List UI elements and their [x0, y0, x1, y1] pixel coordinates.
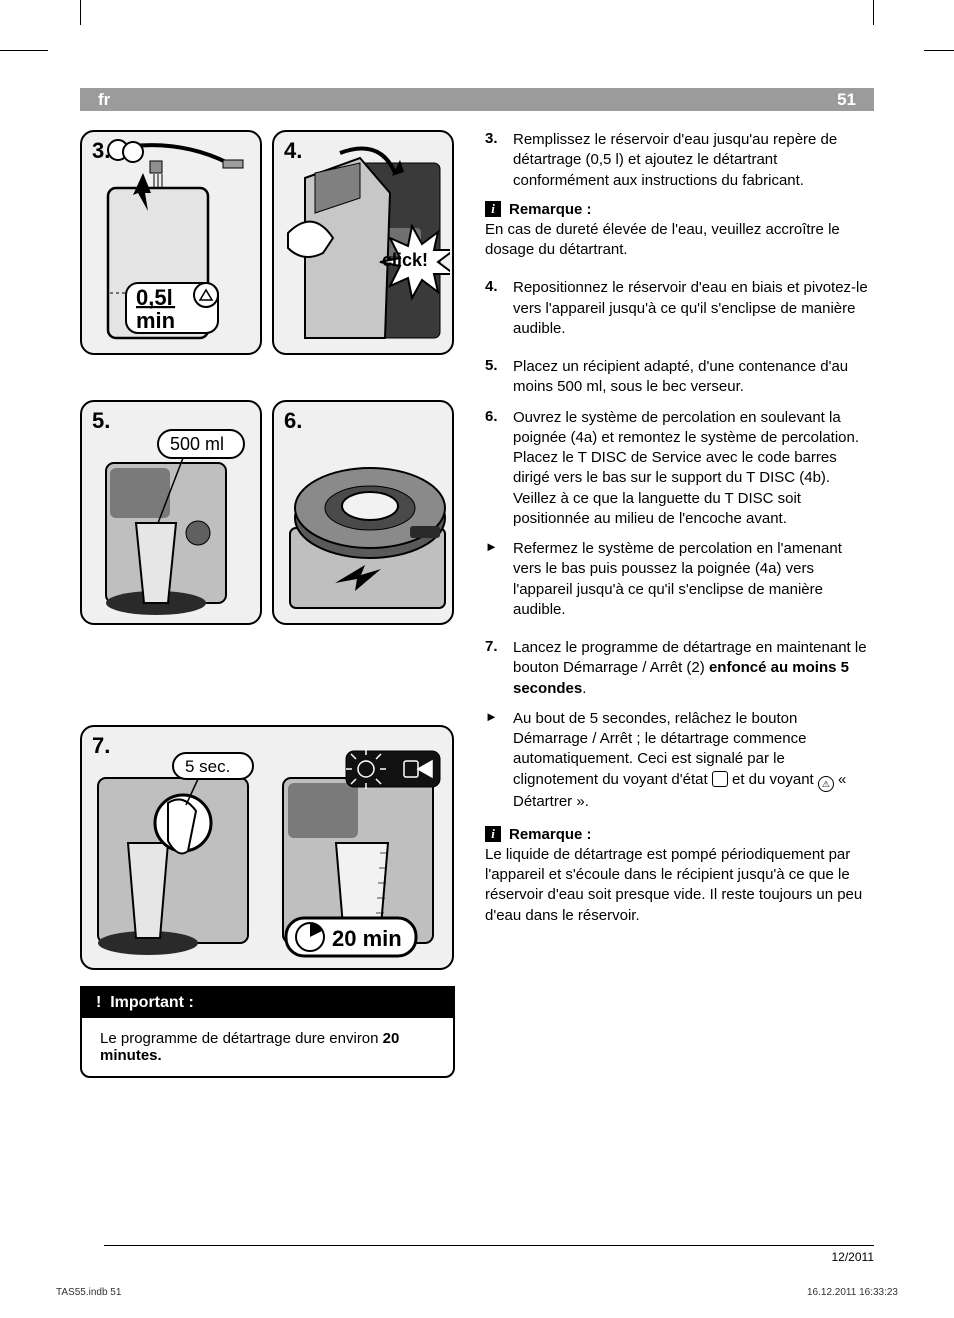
figure-5: 5. 500 ml: [80, 400, 262, 625]
page-number: 51: [837, 90, 856, 110]
figure-6: 6.: [272, 400, 454, 625]
crop-mark: [0, 50, 48, 51]
figure-row: 3.: [80, 130, 455, 355]
step-7-bullet: ► Au bout de 5 secondes, relâchez le bou…: [485, 709, 874, 812]
crop-mark: [80, 0, 81, 25]
note-header: i Remarque :: [485, 201, 874, 218]
figure-row: 5. 500 ml 6.: [80, 400, 455, 625]
step-6-bullet: ► Refermez le système de percolation en …: [485, 539, 874, 620]
step-number: 6.: [485, 408, 513, 530]
step-number: 5.: [485, 357, 513, 398]
bullet-icon: ►: [485, 539, 513, 620]
step-text: Remplissez le réservoir d'eau jusqu'au r…: [513, 130, 874, 191]
content-area: 3.: [80, 130, 874, 1078]
manual-page: fr 51 3.: [0, 0, 954, 1318]
cup-icon: [712, 771, 728, 787]
figures-column: 3.: [80, 130, 455, 1078]
note-title: Remarque :: [509, 201, 592, 218]
footer-filename: TAS55.indb 51: [56, 1287, 121, 1298]
info-icon: i: [485, 201, 501, 217]
figure-number: 3.: [92, 138, 110, 164]
footer-date: 12/2011: [832, 1250, 875, 1264]
note-text: Le liquide de détartrage est pompé pério…: [485, 845, 874, 926]
bullet-text: Refermez le système de percolation en l'…: [513, 539, 874, 620]
svg-text:min: min: [136, 308, 175, 333]
crop-mark: [924, 50, 954, 51]
bullet-text: Au bout de 5 secondes, relâchez le bouto…: [513, 709, 874, 812]
info-icon: i: [485, 826, 501, 842]
step-5: 5. Placez un récipient adapté, d'une con…: [485, 357, 874, 398]
step-3: 3. Remplissez le réservoir d'eau jusqu'a…: [485, 130, 874, 191]
important-header: ! Important :: [82, 988, 453, 1018]
svg-text:5 sec.: 5 sec.: [185, 757, 230, 776]
warning-icon: !: [96, 994, 101, 1011]
step-number: 4.: [485, 278, 513, 339]
figure-number: 4.: [284, 138, 302, 164]
svg-text:0,5l: 0,5l: [136, 285, 173, 310]
step-4: 4. Repositionnez le réservoir d'eau en b…: [485, 278, 874, 339]
bullet-icon: ►: [485, 709, 513, 812]
lang-code: fr: [98, 90, 110, 110]
note-header: i Remarque :: [485, 826, 874, 843]
page-header-bar: fr 51: [80, 88, 874, 111]
important-title: Important :: [110, 994, 194, 1011]
step-text: Lancez le programme de détartrage en mai…: [513, 638, 874, 699]
footer-timestamp: 16.12.2011 16:33:23: [807, 1287, 898, 1298]
svg-text:click!: click!: [382, 250, 428, 270]
footer-rule: [104, 1245, 874, 1246]
note-text: En cas de dureté élevée de l'eau, veuill…: [485, 220, 874, 261]
figure-7: 7. 5 sec.: [80, 725, 454, 970]
figure-number: 7.: [92, 733, 110, 759]
step-text: Placez un récipient adapté, d'une conten…: [513, 357, 874, 398]
step-text: Ouvrez le système de percolation en soul…: [513, 408, 874, 530]
important-text: Le programme de détartrage dure environ: [100, 1030, 383, 1047]
figure-4: 4.: [272, 130, 454, 355]
step-text: Repositionnez le réservoir d'eau en biai…: [513, 278, 874, 339]
descale-icon: ⚠: [818, 776, 834, 792]
instructions-column: 3. Remplissez le réservoir d'eau jusqu'a…: [485, 130, 874, 1078]
step-number: 3.: [485, 130, 513, 191]
svg-text:500 ml: 500 ml: [170, 434, 224, 454]
figure-3: 3.: [80, 130, 262, 355]
step-6: 6. Ouvrez le système de percolation en s…: [485, 408, 874, 530]
important-callout: ! Important : Le programme de détartrage…: [80, 986, 455, 1078]
crop-mark: [873, 0, 874, 25]
figure-number: 5.: [92, 408, 110, 434]
step-7: 7. Lancez le programme de détartrage en …: [485, 638, 874, 699]
bullet-text-b: et du voyant: [728, 771, 818, 788]
step-text-b: .: [582, 680, 586, 697]
step-number: 7.: [485, 638, 513, 699]
figure-number: 6.: [284, 408, 302, 434]
note-title: Remarque :: [509, 826, 592, 843]
svg-text:20 min: 20 min: [332, 926, 402, 951]
important-body: Le programme de détartrage dure environ …: [82, 1018, 453, 1076]
